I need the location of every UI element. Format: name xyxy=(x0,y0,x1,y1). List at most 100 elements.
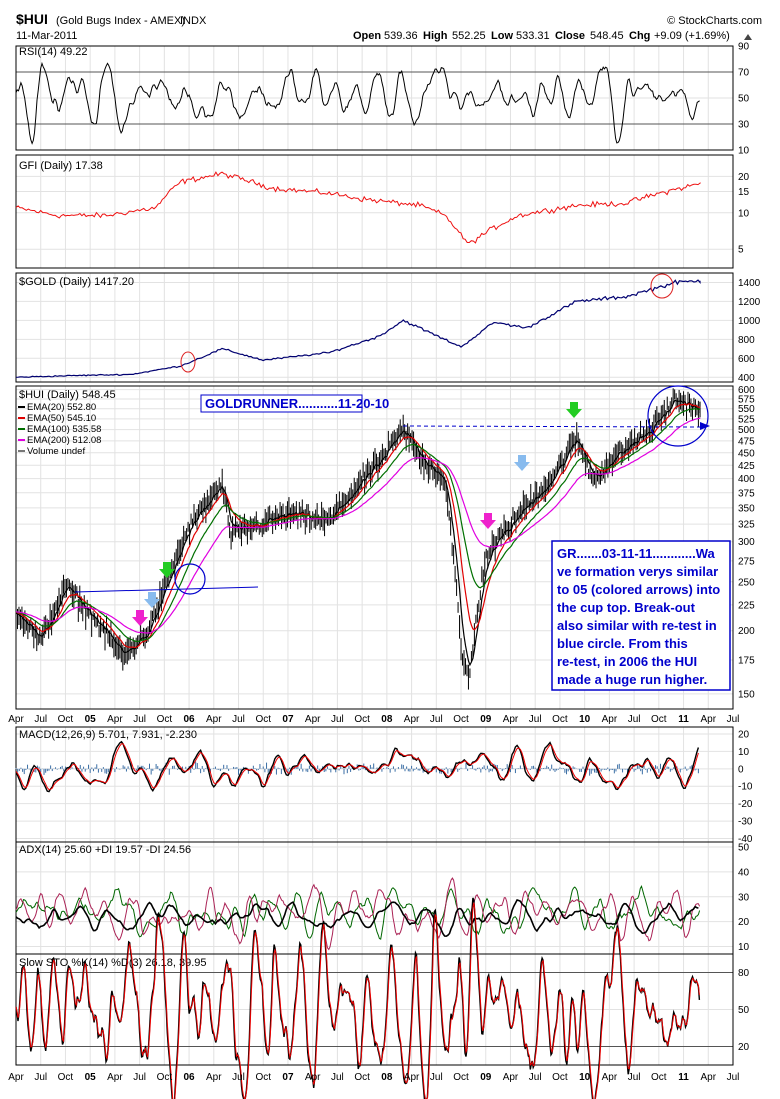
panel-legend: $GOLD (Daily) 1417.20 xyxy=(19,276,134,288)
y-tick-label: 200 xyxy=(738,626,755,637)
note-line: the cup top. Break-out xyxy=(557,600,696,615)
x-tick-label: Jul xyxy=(232,1072,245,1083)
x-tick-label: Apr xyxy=(503,1072,519,1083)
panels-group: 90 70 50 30 10 RSI(14) 49.22 20 15 10 5 GFI (Daily… xyxy=(8,42,761,1099)
low-value: 533.31 xyxy=(516,30,550,42)
x-tick-label: 05 xyxy=(85,1072,97,1083)
x-tick-label: Jul xyxy=(133,1072,146,1083)
y-tick-label: -30 xyxy=(738,817,753,828)
x-tick-label: Jul xyxy=(727,714,740,725)
x-tick-label: Apr xyxy=(206,714,222,725)
x-tick-label: Apr xyxy=(206,1072,222,1083)
legend-item: Volume undef xyxy=(27,446,85,457)
y-tick-label: 40 xyxy=(738,867,750,878)
ema-line xyxy=(15,399,701,667)
x-tick-label: Apr xyxy=(700,1072,716,1083)
panel-legend: GFI (Daily) 17.38 xyxy=(19,160,103,172)
macd-signal-line xyxy=(15,743,699,791)
x-tick-label: 11 xyxy=(678,714,689,725)
note-line: re-test, in 2006 the HUI xyxy=(557,654,697,669)
legend-item: EMA(100) 535.58 xyxy=(27,424,101,435)
panel-legend: $HUI (Daily) 548.45 xyxy=(19,389,116,401)
open-value: 539.36 xyxy=(384,30,418,42)
goldrunner-label: GOLDRUNNER...........11-20-10 xyxy=(205,396,389,411)
y-tick-label: -40 xyxy=(738,834,753,845)
gold-marker-circle xyxy=(650,273,674,299)
y-tick-label: 175 xyxy=(738,656,755,667)
note-line: blue circle. From this xyxy=(557,636,688,651)
y-tick-label: 400 xyxy=(738,474,755,485)
x-tick-label: Jul xyxy=(331,1072,344,1083)
panel-legend: RSI(14) 49.22 xyxy=(19,46,87,58)
x-tick-label: 08 xyxy=(381,714,393,725)
y-tick-label: 10 xyxy=(738,747,750,758)
legend-item: EMA(20) 552.80 xyxy=(27,402,96,413)
retest-circle xyxy=(647,385,709,447)
close-value: 548.45 xyxy=(590,30,624,42)
y-tick-label: 1400 xyxy=(738,278,761,289)
high-value: 552.25 xyxy=(452,30,486,42)
x-tick-label: Apr xyxy=(602,1072,618,1083)
x-tick-label: 09 xyxy=(480,714,492,725)
y-tick-label: 450 xyxy=(738,448,755,459)
chg-value: +9.09 (+1.69%) xyxy=(654,30,730,42)
y-tick-label: 20 xyxy=(738,1042,750,1053)
blue-arrow-icon xyxy=(144,592,160,608)
x-tick-label: 07 xyxy=(282,1072,294,1083)
sto-k-line xyxy=(15,897,701,1099)
trend-line xyxy=(74,586,259,593)
y-tick-label: 50 xyxy=(738,1005,750,1016)
y-tick-label: 525 xyxy=(738,414,755,425)
plus-di-line xyxy=(15,885,701,940)
x-tick-label: Jul xyxy=(133,714,146,725)
x-tick-label: Jul xyxy=(430,714,443,725)
ema-line xyxy=(15,417,701,634)
x-tick-label: 05 xyxy=(85,714,97,725)
pink-arrow-icon xyxy=(132,610,148,626)
low-label: Low xyxy=(491,30,513,42)
ema-line xyxy=(15,403,701,649)
x-tick-label: Oct xyxy=(255,714,271,725)
y-tick-label: 70 xyxy=(738,68,750,79)
y-tick-label: 50 xyxy=(738,842,750,853)
minus-di-line xyxy=(15,877,701,951)
y-tick-label: 10 xyxy=(738,146,750,157)
y-tick-label: 475 xyxy=(738,436,755,447)
x-tick-label: Apr xyxy=(107,714,123,725)
panel-legend: Slow STO %K(14) %D(3) 26.18, 39.95 xyxy=(19,957,207,969)
retest-circle xyxy=(174,563,206,595)
gold-marker-circle xyxy=(180,351,196,373)
x-tick-label: Oct xyxy=(58,714,74,725)
y-tick-label: 5 xyxy=(738,245,744,256)
y-tick-label: 90 xyxy=(738,42,750,53)
note-text: GR.......03-11-11............Wa ve forma… xyxy=(557,546,720,687)
x-tick-label: 07 xyxy=(282,714,294,725)
x-tick-label: Apr xyxy=(305,714,321,725)
y-tick-label: -20 xyxy=(738,799,753,810)
legend-item: EMA(200) 512.08 xyxy=(27,435,101,446)
y-tick-label: 150 xyxy=(738,689,755,700)
y-tick-label: 600 xyxy=(738,354,755,365)
x-tick-label: Apr xyxy=(107,1072,123,1083)
y-tick-label: 20 xyxy=(738,729,750,740)
x-tick-label: Jul xyxy=(34,1072,47,1083)
x-tick-label: Apr xyxy=(8,1072,24,1083)
goldrunner-box xyxy=(200,394,363,413)
y-tick-label: 800 xyxy=(738,335,755,346)
x-tick-label: Oct xyxy=(453,714,469,725)
x-tick-label: 08 xyxy=(381,1072,393,1083)
y-tick-label: 80 xyxy=(738,968,750,979)
legend-item: EMA(50) 545.10 xyxy=(27,413,96,424)
y-tick-label: 50 xyxy=(738,94,750,105)
note-box xyxy=(551,540,731,691)
x-tick-label: Oct xyxy=(354,714,370,725)
x-tick-label: Apr xyxy=(404,714,420,725)
x-tick-label: Oct xyxy=(453,1072,469,1083)
x-tick-label: 06 xyxy=(184,714,196,725)
chg-label: Chg xyxy=(629,30,650,42)
x-tick-label: Jul xyxy=(331,714,344,725)
y-tick-label: 10 xyxy=(738,942,750,953)
x-tick-label: 06 xyxy=(184,1072,196,1083)
brand-logo: © StockCharts.com xyxy=(667,15,762,27)
